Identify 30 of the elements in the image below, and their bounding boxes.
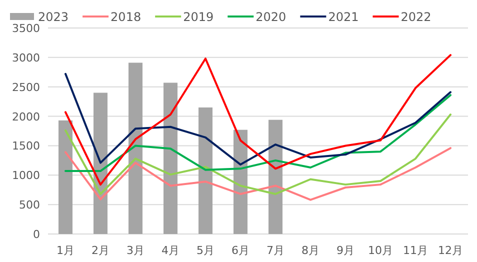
bar	[58, 120, 72, 234]
y-tick-label: 2000	[12, 110, 40, 124]
legend-label: 2019	[183, 10, 214, 24]
legend-label: 2021	[328, 10, 359, 24]
legend-label: 2022	[400, 10, 432, 24]
bar	[128, 62, 142, 234]
legend-label: 2023	[38, 10, 69, 24]
y-tick-label: 0	[33, 228, 40, 241]
x-tick-label: 11月	[403, 244, 428, 257]
legend-label: 2020	[256, 10, 286, 24]
y-tick-label: 1000	[12, 169, 40, 182]
y-tick-label: 2500	[12, 80, 40, 94]
y-tick-label: 500	[19, 198, 40, 212]
y-tick-label: 3000	[12, 51, 40, 64]
x-tick-label: 6月	[232, 244, 250, 257]
x-tick-label: 1月	[56, 244, 74, 257]
x-tick-label: 7月	[266, 244, 284, 257]
x-tick-label: 9月	[336, 244, 354, 257]
x-tick-label: 4月	[162, 244, 180, 257]
x-tick-label: 3月	[126, 244, 144, 257]
y-tick-label: 3500	[12, 22, 40, 35]
bar	[198, 107, 212, 234]
x-tick-label: 10月	[368, 244, 393, 257]
bar	[164, 82, 178, 234]
y-tick-label: 1500	[12, 140, 40, 153]
legend-label: 2018	[110, 10, 142, 24]
x-tick-label: 12月	[438, 244, 463, 257]
x-tick-label: 8月	[302, 244, 320, 257]
x-tick-label: 5月	[196, 244, 214, 257]
x-tick-label: 2月	[92, 244, 110, 257]
